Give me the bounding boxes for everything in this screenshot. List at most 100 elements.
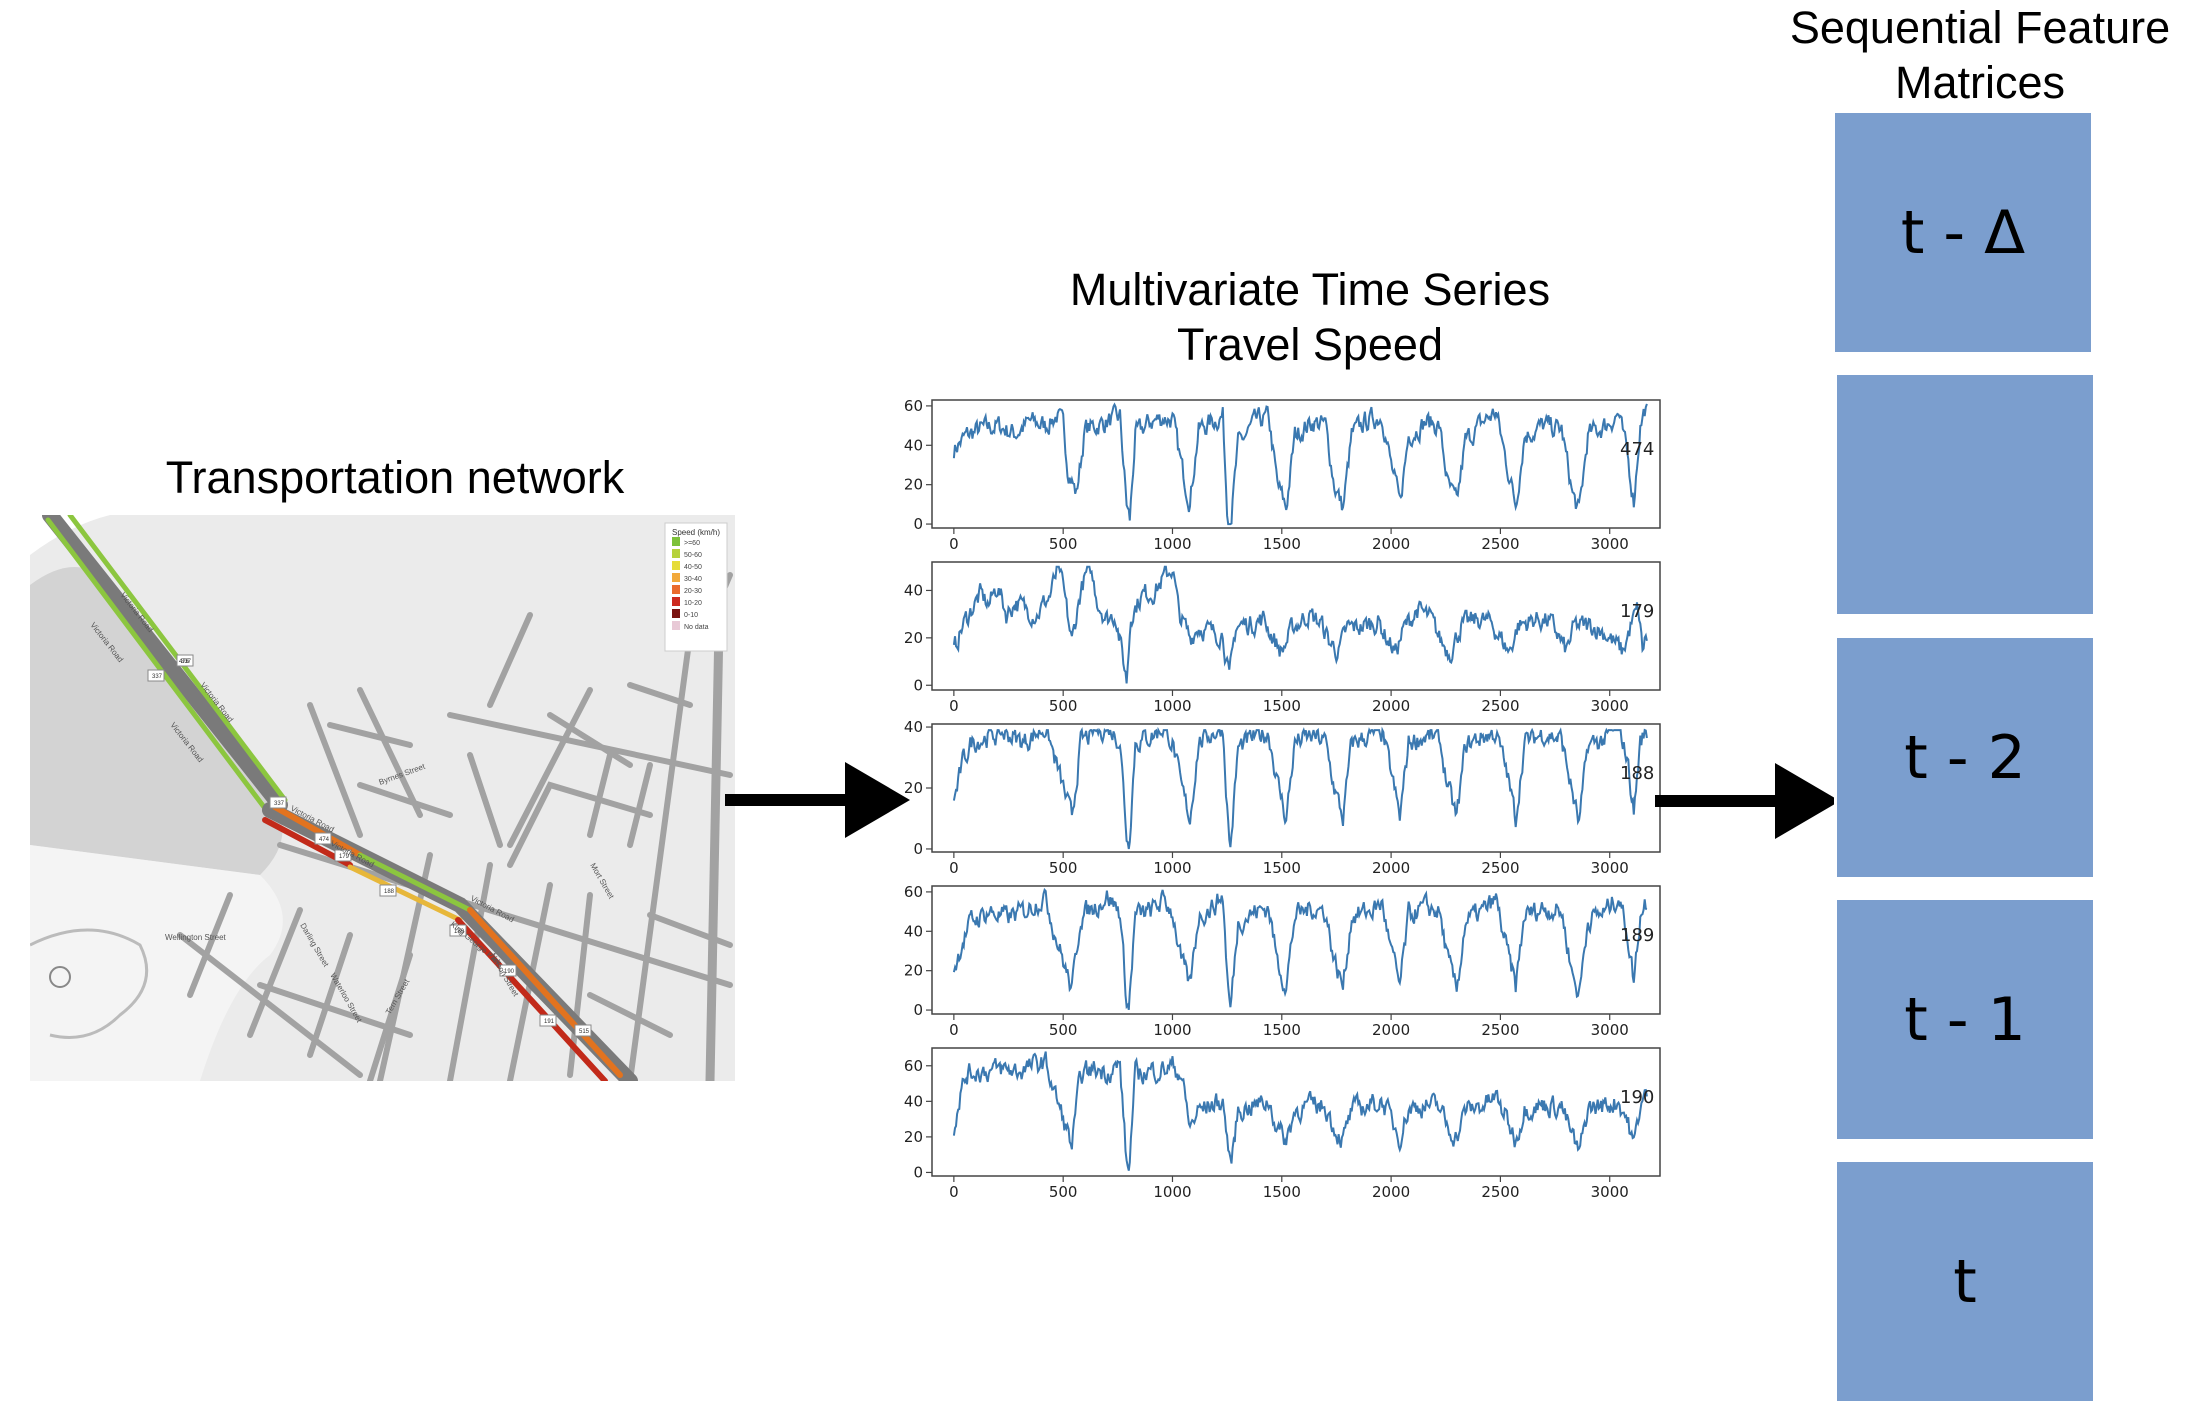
- legend-swatch: [672, 549, 680, 558]
- matrix-t-minus-2: t - 2: [1834, 635, 2096, 880]
- y-tick-label: 0: [913, 1163, 923, 1181]
- x-tick-label: 1000: [1153, 1021, 1191, 1039]
- park-area: [30, 845, 283, 1081]
- x-tick-label: 2500: [1481, 697, 1519, 715]
- series-label: 188: [1620, 763, 1654, 784]
- y-tick-label: 40: [904, 1092, 923, 1110]
- y-tick-label: 20: [904, 779, 923, 797]
- matrices-title-line2: Matrices: [1894, 57, 2066, 108]
- matrices-title: Sequential Feature Matrices: [1760, 0, 2200, 110]
- sensor-id: 179: [339, 854, 350, 860]
- x-tick-label: 1500: [1263, 1183, 1301, 1201]
- sensor-id: 476: [179, 659, 190, 665]
- matrix-label: t: [1953, 1246, 1977, 1317]
- series-line: [952, 402, 1648, 526]
- matrix-label: t - 1: [1904, 984, 2026, 1055]
- sensor-id: 474: [319, 837, 330, 843]
- series-panel: 0 20 40 60 0 500 1000 1500 2000 2500 3000 190: [904, 1047, 1661, 1201]
- y-tick-label: 60: [904, 1057, 923, 1075]
- y-tick-label: 40: [904, 581, 923, 599]
- panel-frame: [931, 723, 1661, 853]
- matrix-t-minus-1: t - 1: [1834, 897, 2096, 1142]
- sensor-id: 191: [544, 1019, 555, 1025]
- legend-label: No data: [684, 624, 709, 631]
- y-tick-label: 0: [913, 676, 923, 694]
- legend-label: >=60: [684, 540, 700, 547]
- y-tick-label: 20: [904, 629, 923, 647]
- series-label: 474: [1620, 439, 1654, 460]
- timeseries-title-line1: Multivariate Time Series: [1069, 264, 1551, 315]
- panel-frame: [931, 885, 1661, 1015]
- matrix-t: t: [1834, 1159, 2096, 1404]
- legend-label: 20-30: [684, 588, 702, 595]
- legend-label: 30-40: [684, 576, 702, 583]
- legend-label: 0-10: [684, 612, 698, 619]
- x-tick-label: 500: [1049, 1183, 1078, 1201]
- sensor-id: 337: [152, 674, 163, 680]
- series-label: 189: [1620, 925, 1654, 946]
- series-label: 179: [1620, 601, 1654, 622]
- x-tick-label: 0: [949, 1021, 959, 1039]
- x-tick-label: 2500: [1481, 859, 1519, 877]
- x-tick-label: 2000: [1372, 1183, 1410, 1201]
- sensor-id: 515: [579, 1029, 590, 1035]
- legend-swatch: [672, 561, 680, 570]
- matrix-t-minus-delta: t - Δ: [1832, 110, 2094, 355]
- timeseries-title: Multivariate Time Series Travel Speed: [880, 262, 1740, 372]
- x-tick-label: 3000: [1591, 859, 1629, 877]
- y-tick-label: 60: [904, 883, 923, 901]
- legend-title: Speed (km/h): [672, 528, 720, 537]
- x-tick-label: 2000: [1372, 1021, 1410, 1039]
- x-tick-label: 1000: [1153, 697, 1191, 715]
- legend-swatch: [672, 537, 680, 546]
- matrix-label: t - 2: [1904, 722, 2026, 793]
- x-tick-label: 1500: [1263, 1021, 1301, 1039]
- x-tick-label: 500: [1049, 535, 1078, 553]
- x-tick-label: 0: [949, 535, 959, 553]
- series-panel: 0 20 40 0 500 1000 1500 2000 2500 3000 188: [904, 718, 1661, 877]
- sensor-id: 337: [274, 801, 285, 807]
- legend-swatch: [672, 621, 680, 630]
- series-line: [952, 565, 1648, 684]
- x-tick-label: 2000: [1372, 859, 1410, 877]
- y-tick-label: 20: [904, 962, 923, 980]
- arrow-series-to-matrices: [1655, 763, 1840, 839]
- y-tick-label: 0: [913, 840, 923, 858]
- x-tick-label: 0: [949, 1183, 959, 1201]
- map-legend: Speed (km/h) >=60 50-60 40-50 30-40 20-30 10-…: [664, 522, 728, 652]
- road-network: [177, 570, 733, 1081]
- x-tick-label: 500: [1049, 697, 1078, 715]
- y-tick-label: 20: [904, 476, 923, 494]
- arrow-map-to-series: [725, 762, 910, 838]
- sensor-id: 190: [504, 969, 515, 975]
- y-tick-label: 60: [904, 397, 923, 415]
- series-label: 190: [1620, 1087, 1654, 1108]
- legend-swatch: [672, 573, 680, 582]
- y-tick-label: 0: [913, 1001, 923, 1019]
- x-tick-label: 3000: [1591, 1183, 1629, 1201]
- series-panel: 0 20 40 0 500 1000 1500 2000 2500 3000 179: [904, 561, 1661, 715]
- x-tick-label: 500: [1049, 859, 1078, 877]
- x-tick-label: 500: [1049, 1021, 1078, 1039]
- y-tick-label: 20: [904, 1128, 923, 1146]
- series-line: [952, 726, 1648, 850]
- y-tick-label: 0: [913, 515, 923, 533]
- x-tick-label: 3000: [1591, 697, 1629, 715]
- sensor-id: 188: [384, 889, 395, 895]
- x-tick-label: 0: [949, 697, 959, 715]
- x-tick-label: 0: [949, 859, 959, 877]
- legend-label: 40-50: [684, 564, 702, 571]
- y-tick-label: 40: [904, 718, 923, 736]
- x-tick-label: 2500: [1481, 1021, 1519, 1039]
- water-area: [30, 567, 283, 875]
- x-tick-label: 2500: [1481, 1183, 1519, 1201]
- y-tick-label: 40: [904, 922, 923, 940]
- x-tick-label: 1000: [1153, 859, 1191, 877]
- street-label: Wellington Street: [165, 933, 227, 942]
- series-panel: 0 20 40 60 0 500 1000 1500 2000 2500 3000 189: [904, 883, 1661, 1039]
- x-tick-label: 2000: [1372, 535, 1410, 553]
- y-tick-label: 40: [904, 436, 923, 454]
- x-tick-label: 2500: [1481, 535, 1519, 553]
- matrix-intermediate: [1834, 372, 2096, 617]
